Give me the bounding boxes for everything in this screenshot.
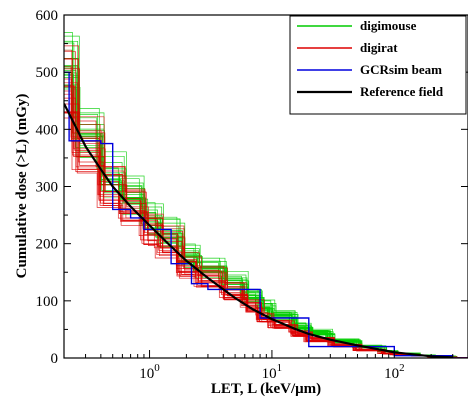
x-axis: 100 101 102 xyxy=(63,350,468,382)
x-tick-base: 10 xyxy=(139,366,154,382)
y-tick-label: 600 xyxy=(36,8,59,24)
legend-label: digimouse xyxy=(360,18,417,33)
x-tick-label: 102 xyxy=(384,362,405,382)
y-tick-label: 500 xyxy=(36,65,59,81)
y-tick-label: 300 xyxy=(36,180,59,196)
series-digirat-line xyxy=(64,86,468,358)
x-tick-base: 10 xyxy=(262,366,277,382)
series-reference-field-line xyxy=(64,103,453,358)
y-tick-label: 200 xyxy=(36,237,59,253)
series-digirat-line xyxy=(64,111,468,358)
legend-label: GCRsim beam xyxy=(360,62,442,77)
legend-label: digirat xyxy=(360,40,398,55)
x-tick-base: 10 xyxy=(384,366,399,382)
series-gcrsim-beam-line xyxy=(64,71,468,358)
y-tick-label: 0 xyxy=(51,351,59,367)
series-digirat-line xyxy=(64,58,468,358)
y-axis: 0 100 200 300 400 500 600 xyxy=(36,8,468,367)
y-axis-title: Cumulative dose (>L) (mGy) xyxy=(14,94,30,279)
legend-box xyxy=(289,15,467,115)
x-tick-exponent: 2 xyxy=(399,362,405,374)
series-digirat-line xyxy=(64,112,468,358)
y-tick-label: 100 xyxy=(36,294,59,310)
x-tick-exponent: 0 xyxy=(154,362,160,374)
legend: digimouse digirat GCRsim beam Reference fie… xyxy=(289,15,467,115)
legend-label: Reference field xyxy=(360,84,444,99)
series-digirat-line xyxy=(64,111,468,358)
x-tick-label: 100 xyxy=(139,362,160,382)
x-axis-title: LET, L (keV/μm) xyxy=(211,381,321,397)
x-tick-exponent: 1 xyxy=(277,362,283,374)
x-tick-label: 101 xyxy=(262,362,283,382)
y-tick-label: 400 xyxy=(36,122,59,138)
plot-lines xyxy=(64,32,468,358)
series-digirat-line xyxy=(64,111,468,358)
